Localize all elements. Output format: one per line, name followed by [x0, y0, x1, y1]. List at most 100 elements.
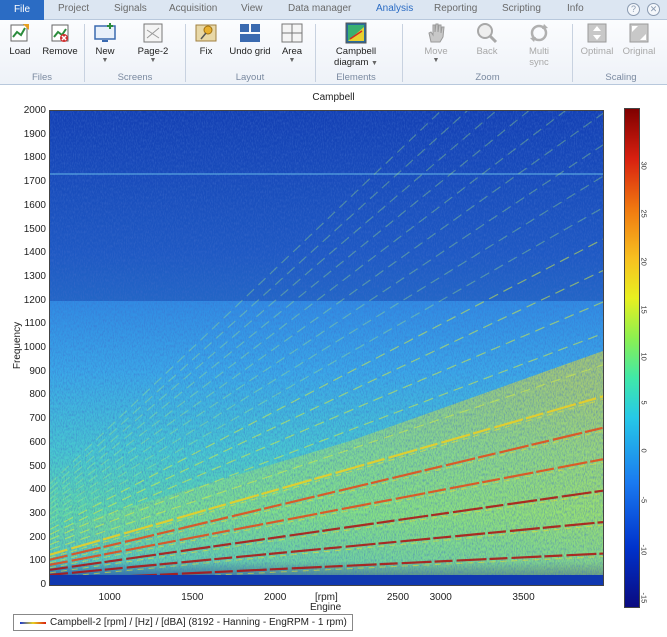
heatmap-bottom-band — [50, 575, 603, 585]
chevron-down-icon: ▼ — [288, 57, 296, 64]
group-label-layout: Layout — [235, 72, 265, 83]
y-tick-label: 1100 — [24, 318, 46, 330]
y-tick-label: 1800 — [23, 152, 46, 164]
colorbar-tick-label: 20 — [639, 257, 649, 266]
y-tick-label: 2000 — [23, 105, 46, 116]
move-button[interactable]: Move ▼ — [420, 22, 452, 64]
ribbon-separator — [572, 24, 573, 82]
multi-sync-label-2: sync — [529, 57, 549, 68]
tab-signals[interactable]: Signals — [114, 3, 147, 14]
campbell-heatmap[interactable] — [50, 111, 603, 585]
x-tick-label: 2000 — [264, 592, 287, 603]
x-tick-label: 1500 — [181, 592, 204, 603]
load-label: Load — [9, 46, 31, 57]
x-tick-label: 2500 — [386, 592, 410, 603]
y-tick-label: 600 — [29, 436, 46, 448]
y-tick-label: 0 — [40, 579, 46, 590]
y-tick-label: 1200 — [23, 294, 46, 306]
harmonic-line — [50, 175, 603, 520]
tab-view[interactable]: View — [241, 3, 263, 14]
y-tick-label: 400 — [29, 484, 46, 496]
y-tick-label: 1600 — [23, 199, 46, 211]
x-axis-unit: [rpm] — [315, 592, 338, 603]
page-icon — [143, 23, 163, 43]
ribbon-separator — [315, 24, 316, 82]
order-line — [50, 493, 603, 574]
tab-file[interactable]: File — [0, 0, 44, 20]
y-tick-label: 1300 — [23, 270, 46, 282]
harmonic-line — [50, 112, 603, 510]
harmonic-line — [50, 332, 603, 546]
harmonic-line — [50, 301, 603, 541]
tab-info[interactable]: Info — [567, 3, 584, 14]
remove-icon — [51, 24, 69, 42]
group-label-scaling: Scaling — [605, 72, 637, 83]
colorbar-tick-label: 0 — [639, 448, 649, 453]
y-axis-label: Frequency — [12, 321, 24, 370]
harmonic-line — [50, 207, 603, 525]
colorbar-tick-label: 5 — [639, 400, 649, 405]
optimal-icon — [587, 23, 607, 43]
area-button[interactable]: Area ▼ — [278, 22, 306, 64]
harmonic-line — [50, 111, 530, 500]
fix-button[interactable]: Fix — [192, 22, 220, 57]
original-label: Original — [622, 46, 656, 57]
original-button[interactable]: Original — [620, 22, 658, 57]
harmonic-line — [50, 111, 468, 490]
y-tick-label: 200 — [29, 531, 46, 543]
harmonic-line — [50, 111, 497, 495]
new-screen-icon — [94, 23, 116, 42]
campbell-diagram-button[interactable]: Campbell diagram ▼ — [330, 22, 382, 68]
colorbar-tick-label: -5 — [639, 496, 649, 504]
y-tick-label: 1500 — [23, 223, 46, 235]
tab-scripting[interactable]: Scripting — [502, 3, 541, 14]
y-tick-label: 1700 — [23, 176, 46, 188]
colorbar-tick-label: 15 — [639, 305, 649, 314]
x-tick-label: 3000 — [429, 592, 452, 603]
pin-icon — [195, 24, 217, 42]
tab-data-manager[interactable]: Data manager — [288, 3, 352, 14]
undo-grid-button[interactable]: Undo grid — [228, 22, 272, 57]
page-button[interactable]: Page-2 ▼ — [134, 22, 172, 64]
new-screen-label: New — [95, 46, 115, 57]
harmonic-line — [50, 364, 603, 551]
harmonic-line — [50, 238, 603, 530]
remove-button[interactable]: Remove — [42, 22, 78, 57]
help-icon[interactable]: ? — [627, 3, 640, 16]
tab-acquisition[interactable]: Acquisition — [169, 3, 218, 14]
chart-title: Campbell — [312, 92, 355, 103]
ribbon: Load Remove Files New ▼ Page-2 ▼ Screens… — [0, 20, 667, 85]
tab-reporting[interactable]: Reporting — [434, 3, 478, 14]
order-line — [50, 458, 603, 566]
close-icon[interactable]: ✕ — [647, 3, 660, 16]
order-line — [50, 395, 603, 556]
tab-analysis[interactable]: Analysis — [376, 3, 414, 14]
zoom-back-icon — [477, 23, 498, 44]
y-tick-label: 700 — [29, 413, 46, 425]
group-label-elements: Elements — [336, 72, 376, 83]
hand-icon — [428, 23, 445, 43]
colorbar-tick-label: 25 — [639, 209, 649, 218]
move-label: Move — [424, 46, 448, 57]
colorbar — [624, 108, 640, 608]
multi-sync-button[interactable]: Multi sync — [522, 22, 556, 68]
ribbon-separator — [84, 24, 85, 82]
order-line — [50, 430, 603, 564]
optimal-button[interactable]: Optimal — [579, 22, 615, 57]
new-screen-button[interactable]: New ▼ — [90, 22, 120, 64]
y-tick-label: 1400 — [23, 247, 46, 259]
load-button[interactable]: Load — [6, 22, 34, 57]
tab-project[interactable]: Project — [58, 3, 90, 14]
chart-legend[interactable]: Campbell-2 [rpm] / [Hz] / [dBA] (8192 - … — [13, 614, 353, 631]
fix-label: Fix — [199, 46, 213, 57]
order-line — [50, 426, 603, 561]
campbell-plot[interactable] — [49, 110, 604, 586]
ribbon-tabs: File Project Signals Acquisition View Da… — [0, 0, 667, 20]
ribbon-separator — [402, 24, 403, 82]
colorbar-tick-label: 10 — [639, 352, 649, 362]
zoom-back-button[interactable]: Back — [472, 22, 502, 57]
y-tick-label: 500 — [29, 460, 46, 472]
chevron-down-icon: ▼ — [149, 57, 157, 64]
ribbon-separator — [185, 24, 186, 82]
order-line — [50, 489, 603, 571]
